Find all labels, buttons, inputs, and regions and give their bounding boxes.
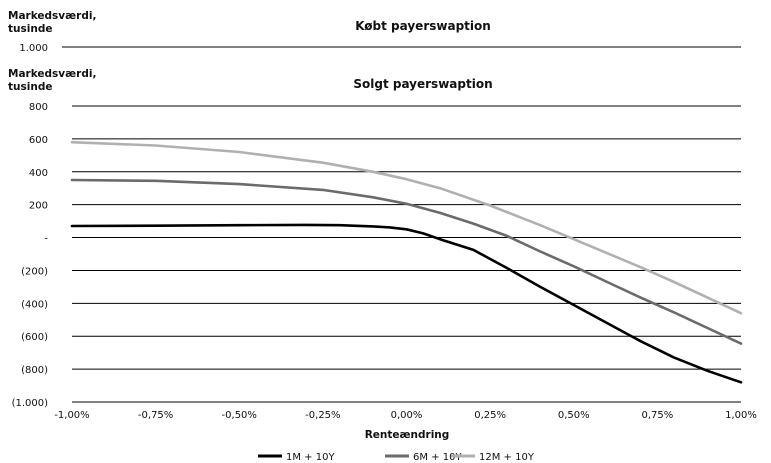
background-ylabel-line1: Markedsværdi, bbox=[8, 10, 96, 22]
legend: 1M + 10Y 6M + 10Y 12M + 10Y bbox=[258, 452, 535, 463]
x-axis-label: Renteændring bbox=[365, 429, 450, 441]
x-tick-label: 0,25% bbox=[474, 410, 506, 421]
background-top-tick-label: 1.000 bbox=[19, 43, 48, 54]
background-ylabel-line2: tusinde bbox=[8, 23, 52, 35]
x-tick-label: -0,25% bbox=[305, 410, 340, 421]
y-axis-ticks: 800 600 400 200 - (200) (400) (600) (800) (1.000) bbox=[12, 102, 49, 409]
x-tick-label: 1,00% bbox=[725, 410, 757, 421]
x-axis-ticks: -1,00% -0,75% -0,50% -0,25% 0,00% 0,25% 0,50% 0… bbox=[54, 410, 757, 421]
x-tick-label: -0,50% bbox=[222, 410, 257, 421]
legend-label: 12M + 10Y bbox=[479, 452, 535, 463]
legend-label: 1M + 10Y bbox=[286, 452, 335, 463]
series-line bbox=[70, 178, 743, 345]
x-tick-label: 0,50% bbox=[558, 410, 590, 421]
gridlines bbox=[72, 105, 741, 403]
chart-title: Solgt payerswaption bbox=[353, 77, 492, 91]
y-tick-label: (400) bbox=[21, 299, 48, 310]
x-tick-label: -0,75% bbox=[138, 410, 173, 421]
y-tick-label: 800 bbox=[29, 102, 48, 113]
x-tick-label: 0,75% bbox=[641, 410, 673, 421]
ylabel-line2: tusinde bbox=[8, 81, 52, 93]
y-tick-label: (600) bbox=[21, 332, 48, 343]
series-line bbox=[70, 223, 743, 384]
x-tick-label: -1,00% bbox=[54, 410, 89, 421]
series-line bbox=[70, 140, 743, 315]
ylabel-line1: Markedsværdi, bbox=[8, 68, 96, 80]
y-tick-label: 200 bbox=[29, 201, 48, 212]
background-chart-title: Købt payerswaption bbox=[355, 19, 491, 33]
y-tick-label: (800) bbox=[21, 365, 48, 376]
x-tick-label: 0,00% bbox=[391, 410, 423, 421]
y-tick-label: - bbox=[44, 234, 48, 245]
y-tick-label: (200) bbox=[21, 266, 48, 277]
y-tick-label: 400 bbox=[29, 168, 48, 179]
y-tick-label: 600 bbox=[29, 135, 48, 146]
series-lines bbox=[70, 140, 743, 384]
legend-label: 6M + 10Y bbox=[413, 452, 462, 463]
y-tick-label: (1.000) bbox=[12, 398, 49, 409]
